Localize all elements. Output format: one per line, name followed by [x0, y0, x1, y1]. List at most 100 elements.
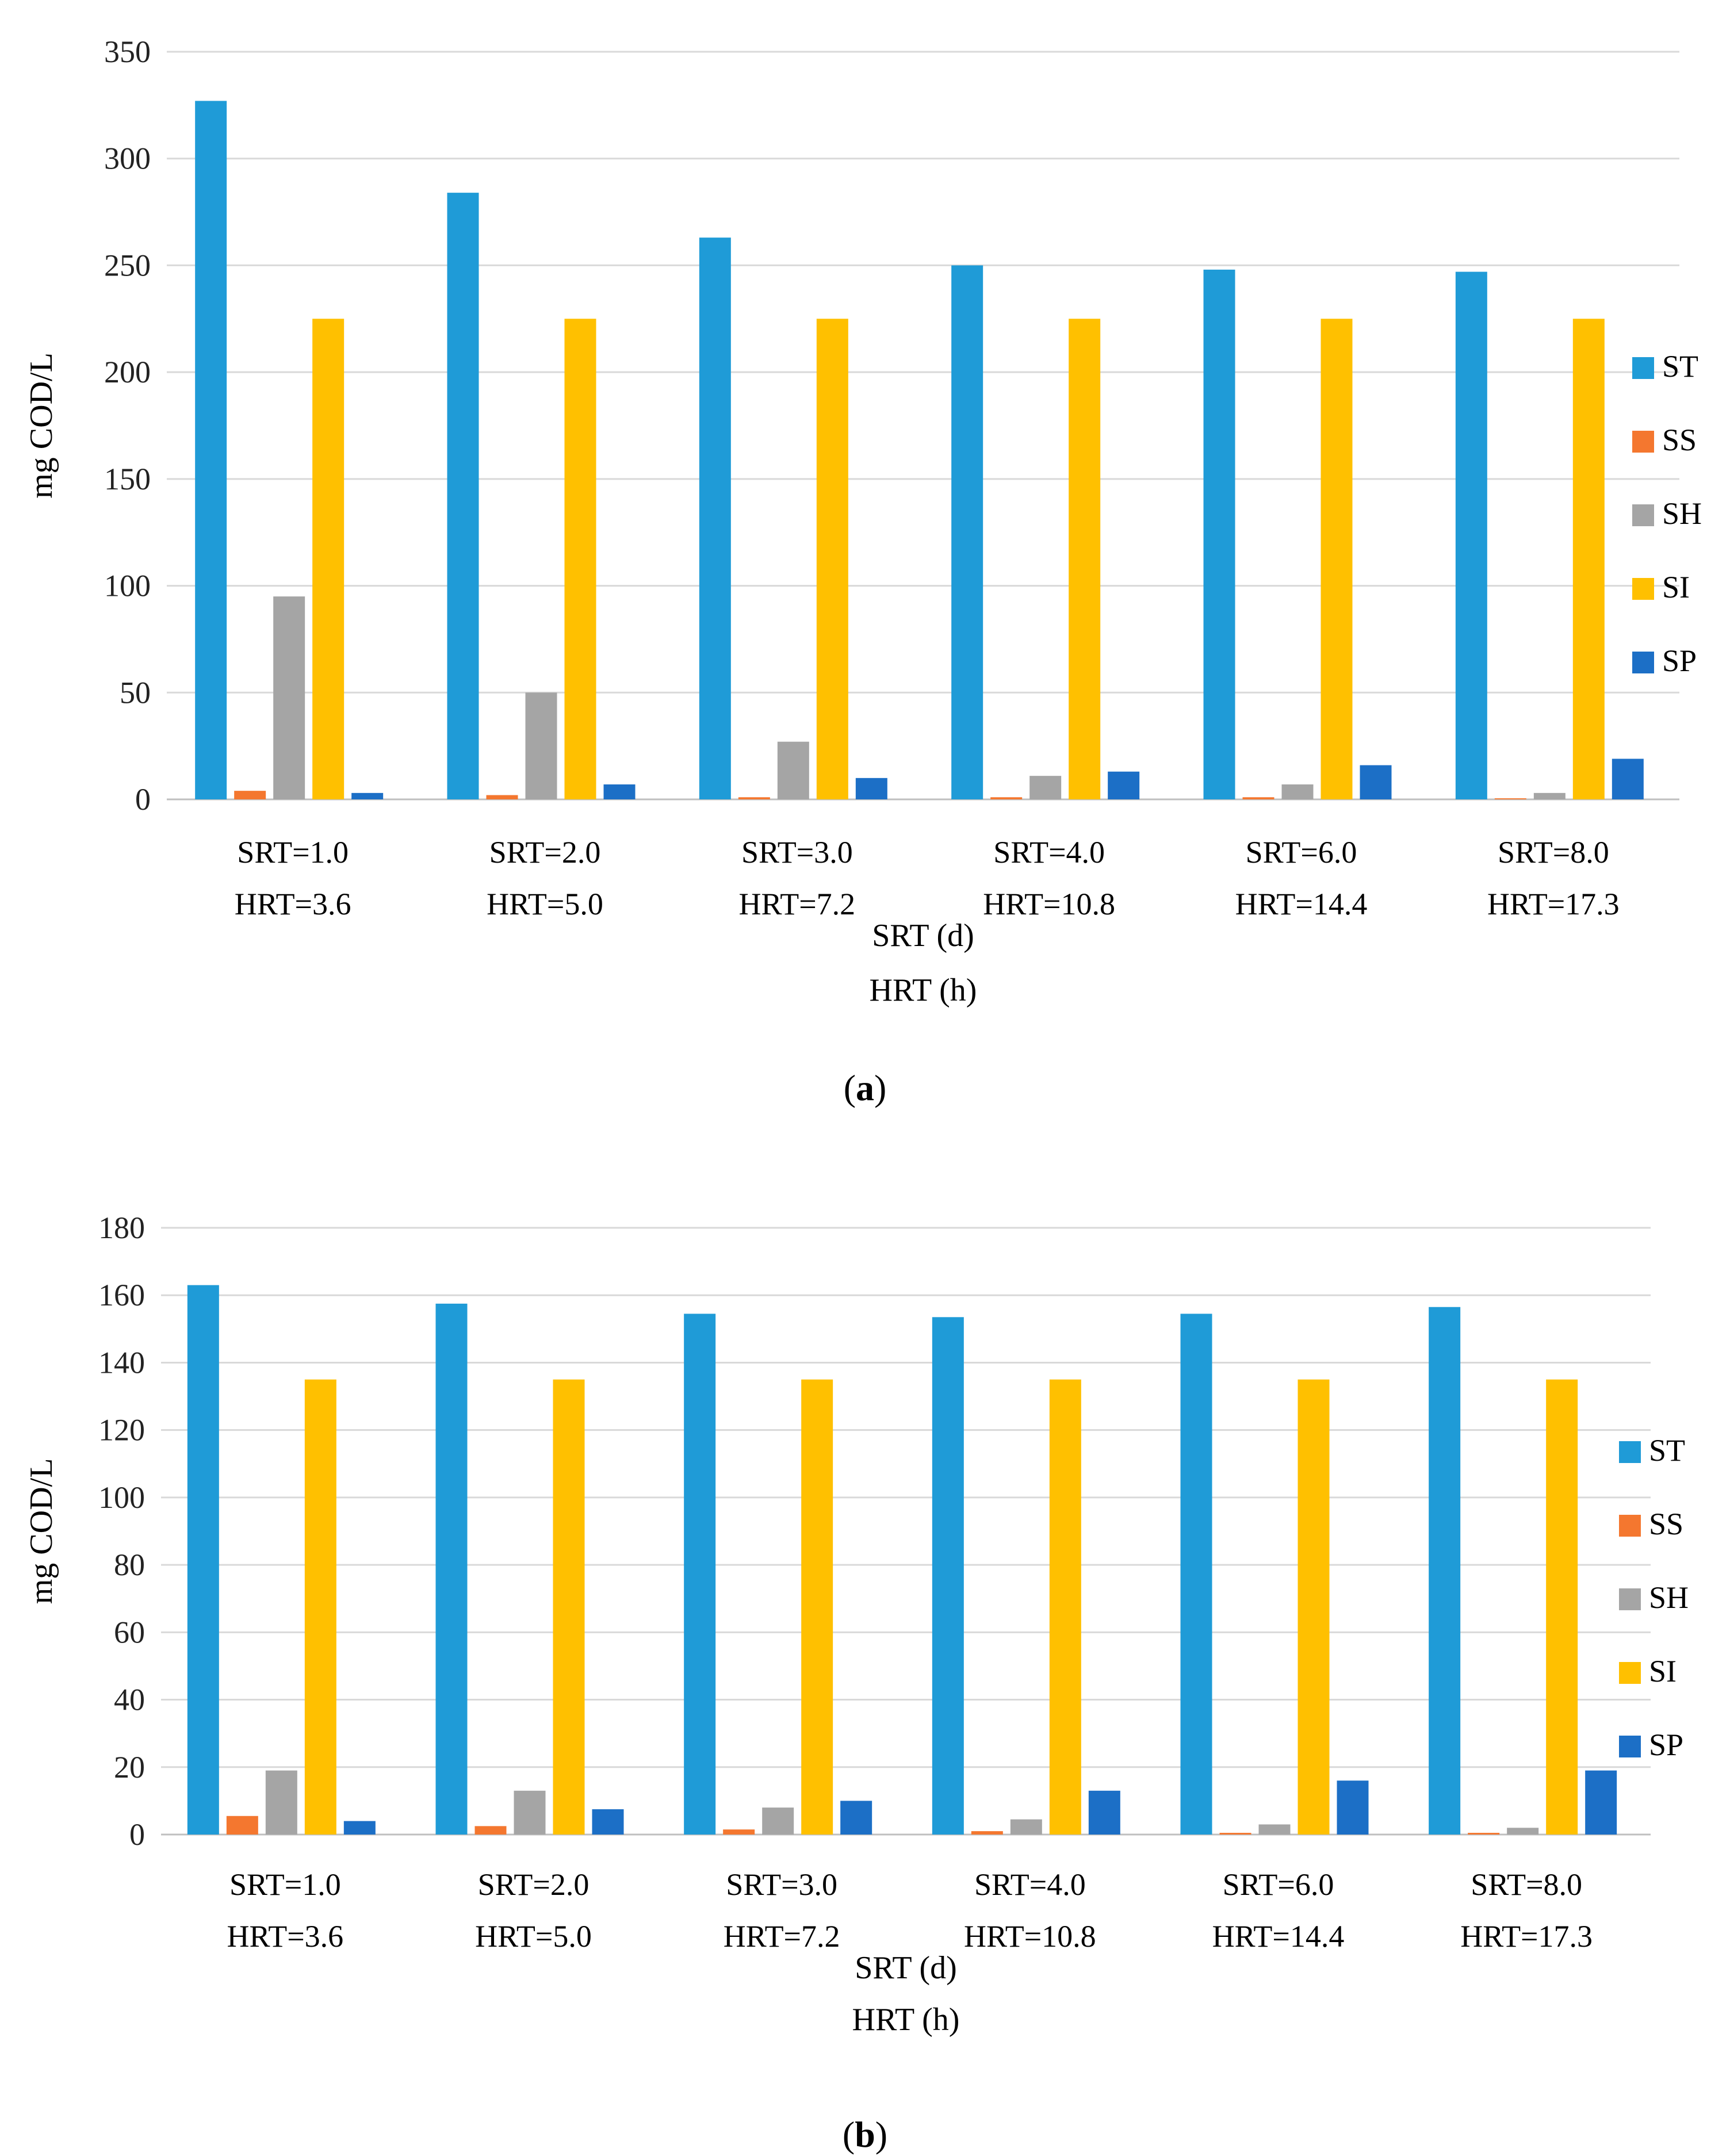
chart-a-category-hrt: HRT=14.4	[1235, 887, 1368, 921]
chart-a-ytick-label: 150	[104, 462, 151, 496]
chart-b-bar-st	[1429, 1307, 1461, 1835]
chart-b-category-hrt: HRT=7.2	[724, 1919, 840, 1954]
chart-b-legend-swatch-sh	[1619, 1588, 1641, 1610]
chart-b-legend-swatch-sp	[1619, 1736, 1641, 1757]
chart-b-legend-label-sh: SH	[1649, 1580, 1689, 1615]
chart-a-bar-sh	[273, 596, 305, 799]
chart-b-bar-ss	[1219, 1833, 1251, 1835]
chart-b-xlabel-hrt: HRT (h)	[852, 2002, 960, 2038]
chart-a-ytick-label: 50	[120, 675, 151, 710]
chart-panel-b: 0 20 40 60 80 100 120 140 160 180 SRT=1.0 HRT=3.6 SR…	[0, 1167, 1730, 2156]
chart-a-category-srt: SRT=4.0	[993, 835, 1105, 870]
chart-b-category-srt: SRT=8.0	[1471, 1867, 1582, 1902]
chart-a-category-hrt: HRT=10.8	[983, 887, 1115, 921]
chart-b-bar-st	[1180, 1313, 1212, 1835]
chart-a-xlabel-srt: SRT (d)	[872, 918, 974, 953]
chart-a-ytick-label: 200	[104, 355, 151, 389]
chart-a-bar-sh	[1281, 784, 1314, 799]
chart-a-legend-swatch-sp	[1632, 652, 1654, 673]
chart-b-bar-sh	[1507, 1828, 1539, 1835]
chart-b-bar-si	[304, 1379, 336, 1835]
chart-a-bar-ss	[990, 797, 1023, 799]
chart-a-bar-st	[447, 193, 479, 800]
chart-b-xlabel-srt: SRT (d)	[855, 1950, 957, 1986]
chart-b-bar-ss	[226, 1816, 258, 1835]
chart-b-category-srt: SRT=2.0	[478, 1867, 590, 1902]
chart-b-category-hrt: HRT=14.4	[1212, 1919, 1345, 1954]
chart-b-bar-sh	[265, 1770, 297, 1835]
chart-a-bar-ss	[486, 795, 518, 799]
chart-b-ytick-label: 120	[98, 1413, 145, 1447]
chart-a-bar-sp	[351, 792, 384, 799]
chart-a-bar-sp	[1360, 765, 1392, 799]
chart-b-category-hrt: HRT=3.6	[227, 1919, 343, 1954]
chart-a-category-hrt: HRT=17.3	[1487, 887, 1620, 921]
chart-a-bar-st	[699, 238, 731, 800]
chart-b-bar-st	[435, 1303, 468, 1835]
chart-b-bar-sp	[1337, 1780, 1369, 1835]
chart-b-bar-sh	[1010, 1819, 1042, 1835]
chart-a-bar-si	[312, 319, 345, 799]
chart-b-bar-si	[1546, 1379, 1578, 1835]
chart-b-ytick-label: 20	[114, 1750, 145, 1784]
chart-panel-a: 0 50 100 150 200 250 300 350 SRT=1.0 HRT=3.6 SRT=2…	[24, 35, 1702, 1108]
chart-b-ytick-label: 80	[114, 1548, 145, 1582]
chart-a-bar-si	[1069, 319, 1101, 799]
chart-b-legend-swatch-st	[1619, 1441, 1641, 1463]
chart-a-category-hrt: HRT=3.6	[235, 887, 351, 921]
chart-b-bar-ss	[971, 1831, 1003, 1835]
chart-b-ylabel: mg COD/L	[24, 1458, 59, 1604]
chart-b-bar-si	[553, 1379, 585, 1835]
chart-a-svg: 0 50 100 150 200 250 300 350 SRT=1.0 HRT=3.6 SRT=2…	[24, 35, 1702, 1008]
chart-b-bar-sp	[840, 1801, 872, 1835]
chart-a-category-srt: SRT=6.0	[1246, 835, 1357, 870]
chart-b-category-srt: SRT=4.0	[974, 1867, 1086, 1902]
caption-a: (a)	[843, 1067, 887, 1108]
chart-a-category-srt: SRT=3.0	[741, 835, 853, 870]
chart-a-bar-st	[1203, 269, 1235, 799]
chart-a-category-srt: SRT=1.0	[237, 835, 349, 870]
chart-b-category-hrt: HRT=10.8	[964, 1919, 1096, 1954]
caption-a-letter: a	[856, 1067, 874, 1108]
chart-b-bar-sh	[1258, 1824, 1291, 1835]
chart-b-ytick-label: 100	[98, 1480, 145, 1515]
chart-a-bar-sp	[855, 778, 887, 799]
chart-b-bar-si	[1049, 1379, 1081, 1835]
chart-b-category-srt: SRT=1.0	[229, 1867, 341, 1902]
chart-a-bar-sh	[777, 741, 809, 799]
chart-a-category-hrt: HRT=5.0	[487, 887, 603, 921]
chart-a-legend-label-ss: SS	[1662, 423, 1697, 457]
caption-b: (b)	[842, 2114, 888, 2155]
chart-b-legend-swatch-si	[1619, 1662, 1641, 1684]
chart-a-ytick-label: 100	[104, 569, 151, 603]
chart-b-category-srt: SRT=6.0	[1223, 1867, 1334, 1902]
chart-b-category-hrt: HRT=17.3	[1460, 1919, 1593, 1954]
chart-b-bar-ss	[1468, 1833, 1500, 1835]
chart-a-bar-ss	[1242, 797, 1274, 799]
chart-a-legend-swatch-ss	[1632, 431, 1654, 453]
chart-a-category-srt: SRT=8.0	[1498, 835, 1609, 870]
chart-b-bar-si	[1298, 1379, 1330, 1835]
chart-b-ytick-label: 40	[114, 1683, 145, 1717]
chart-a-xlabel-hrt: HRT (h)	[870, 972, 977, 1008]
chart-b-ytick-label: 180	[98, 1211, 145, 1245]
chart-a-bar-st	[951, 265, 983, 799]
chart-a-bar-si	[1321, 319, 1353, 799]
chart-b-category-hrt: HRT=5.0	[475, 1919, 592, 1954]
chart-a-legend-label-sh: SH	[1662, 496, 1702, 531]
chart-a-legend-swatch-st	[1632, 357, 1654, 379]
chart-a-ylabel: mg COD/L	[24, 353, 59, 499]
chart-a-legend-label-st: ST	[1662, 349, 1698, 384]
chart-b-ytick-label: 160	[98, 1278, 145, 1312]
chart-a-ytick-label: 350	[104, 35, 151, 69]
chart-a-bar-sp	[1612, 759, 1644, 799]
chart-b-ytick-label: 0	[129, 1817, 145, 1852]
chart-a-legend-swatch-sh	[1632, 504, 1654, 526]
chart-b-bar-sp	[592, 1809, 624, 1835]
caption-b-letter: b	[855, 2114, 875, 2155]
chart-a-bar-si	[564, 319, 596, 799]
chart-a-ytick-label: 250	[104, 248, 151, 282]
chart-a-bar-ss	[738, 797, 770, 799]
chart-a-ytick-label: 300	[104, 141, 151, 176]
chart-b-ytick-label: 140	[98, 1345, 145, 1380]
